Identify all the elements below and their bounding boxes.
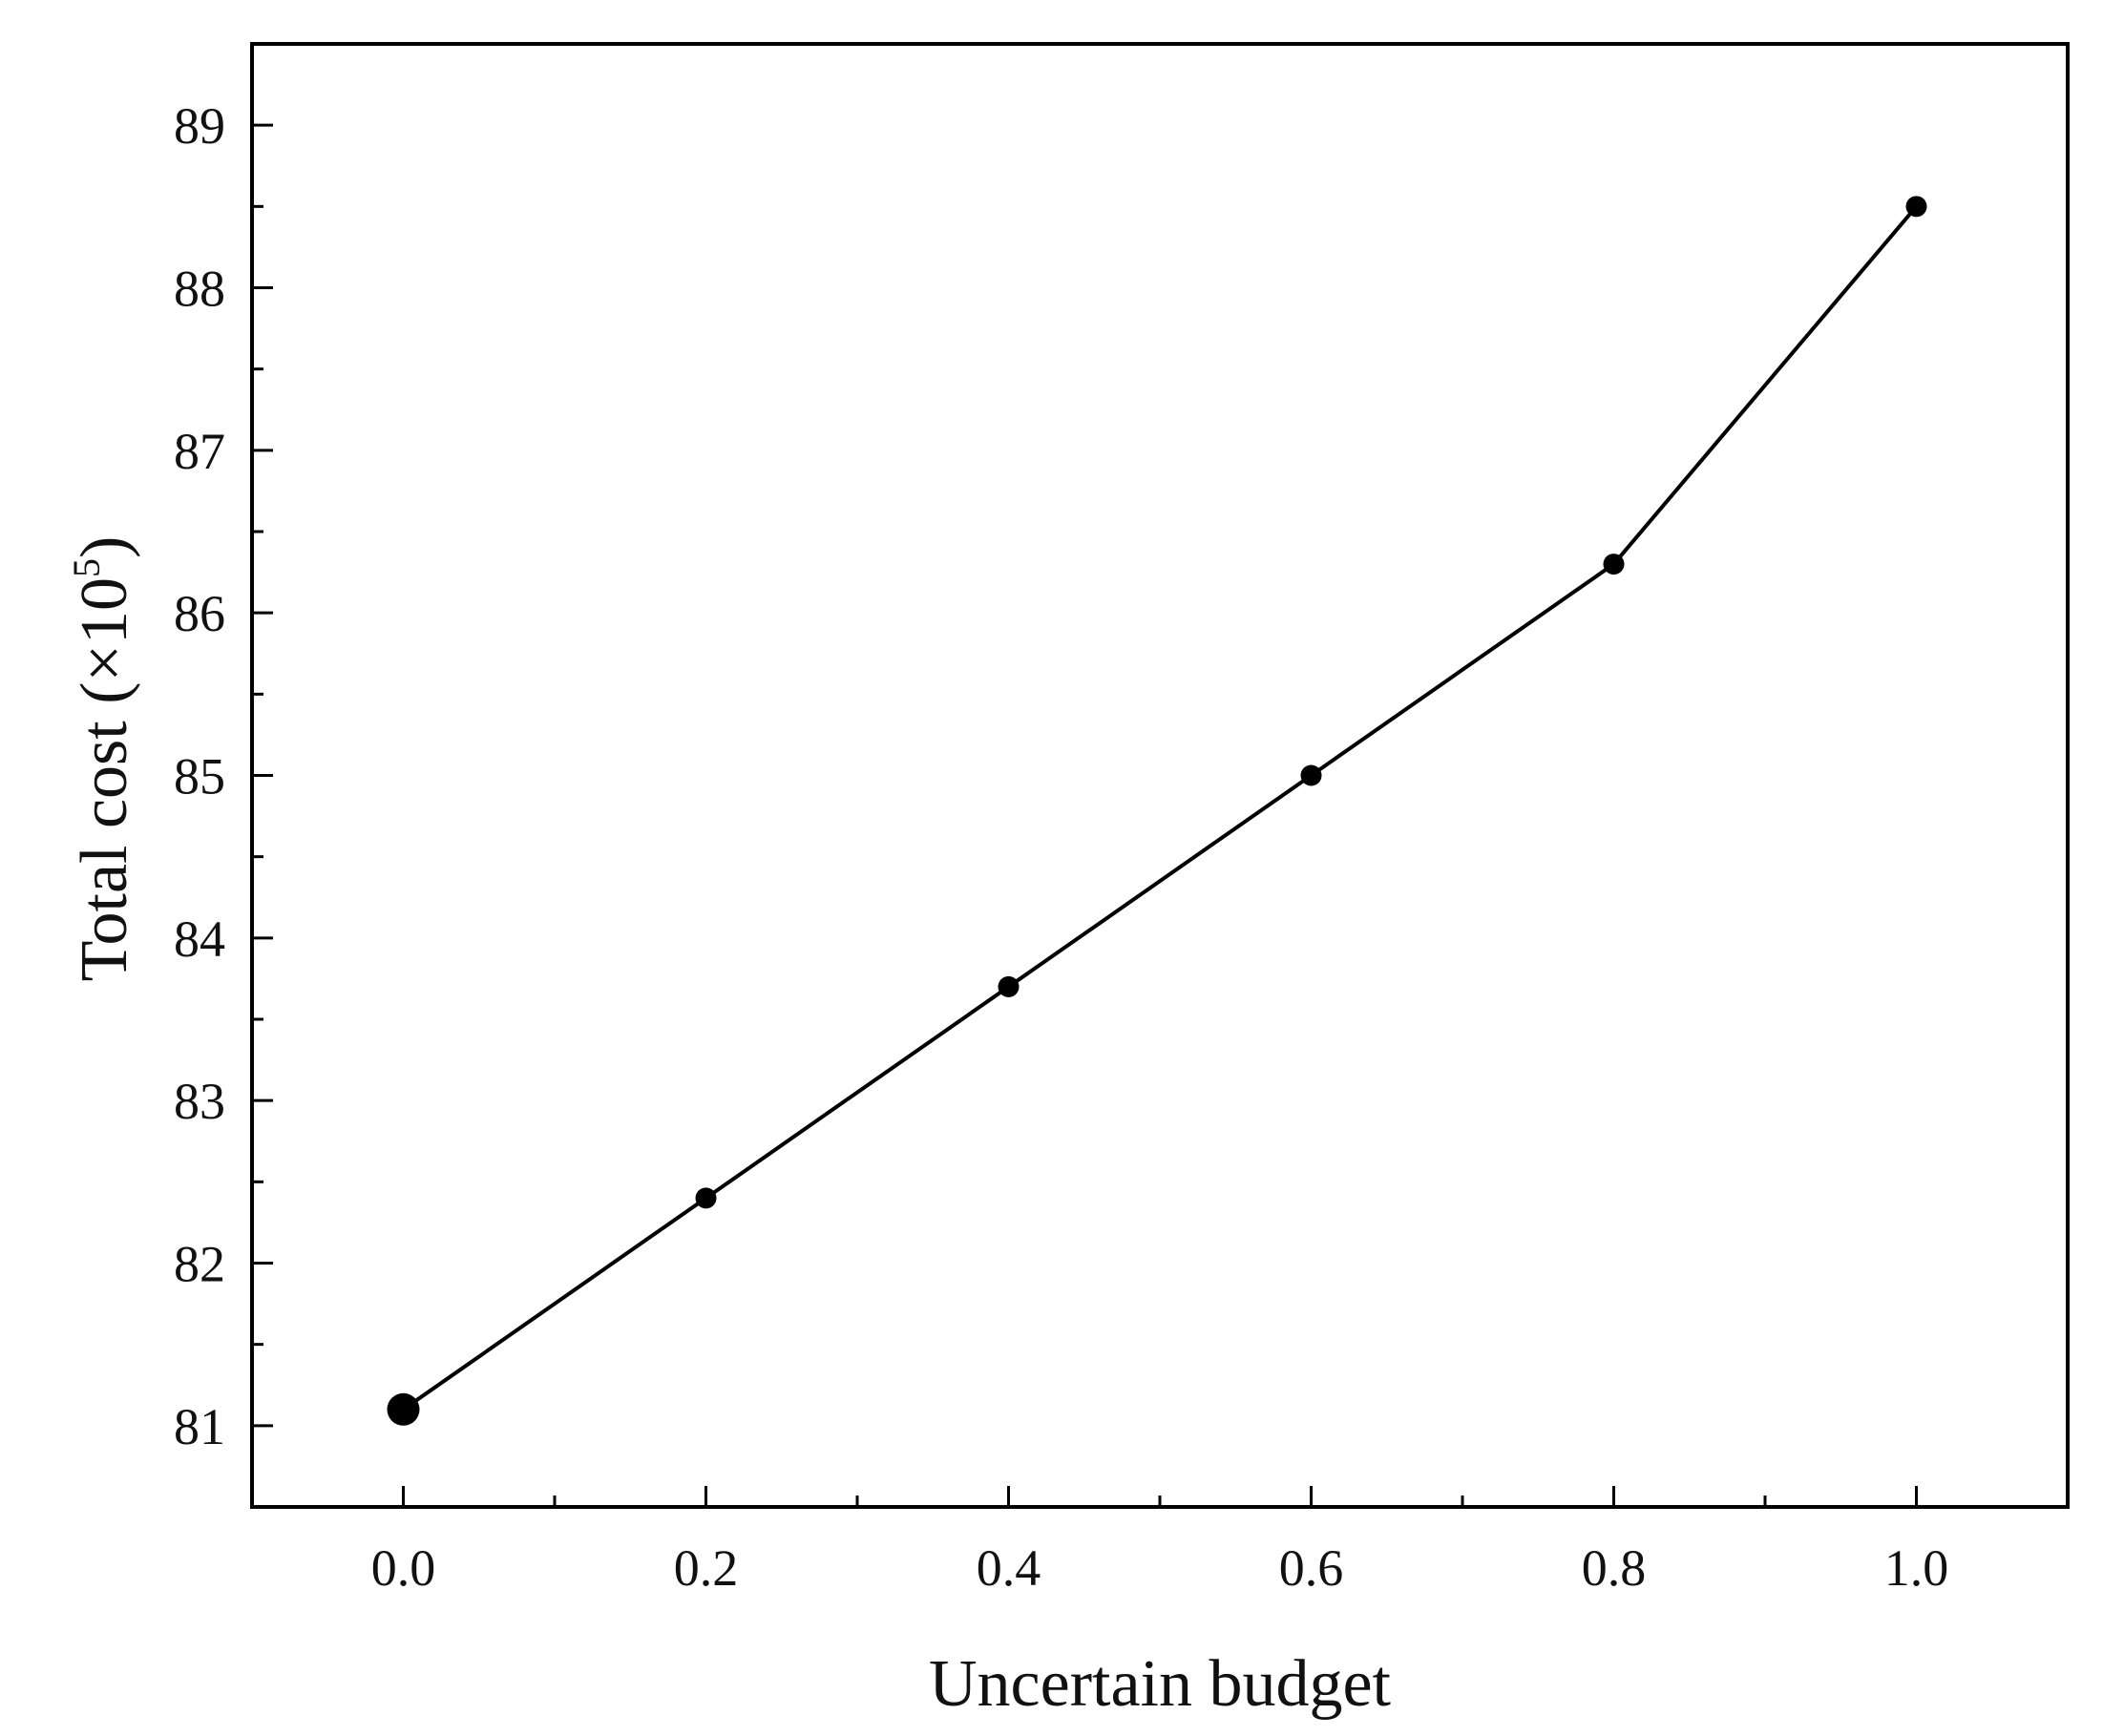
plot-frame xyxy=(250,42,2070,1509)
data-point xyxy=(695,1187,717,1209)
x-tick-label: 0.0 xyxy=(371,1539,436,1597)
x-tick-label: 0.2 xyxy=(674,1539,739,1597)
y-axis-label-prefix: Total cost (×10 xyxy=(68,577,141,981)
data-point xyxy=(1603,554,1625,575)
y-tick-label: 87 xyxy=(174,423,225,480)
y-axis-label: Total cost (×105) xyxy=(65,536,141,982)
y-tick-label: 86 xyxy=(174,585,225,642)
series-layer xyxy=(387,196,1927,1426)
major-ticks xyxy=(252,123,1918,1507)
y-tick-label: 85 xyxy=(174,748,225,805)
y-axis-label-exponent: 5 xyxy=(65,558,108,577)
tick-labels: 0.0 0.2 0.4 0.6 0.8 1.0 81 82 83 84 85 86 87 88 89 xyxy=(174,97,1948,1597)
y-tick-label: 81 xyxy=(174,1398,225,1455)
x-tick-label: 0.8 xyxy=(1582,1539,1647,1597)
data-point xyxy=(387,1392,420,1426)
y-tick-label: 88 xyxy=(174,261,225,318)
y-tick-label: 84 xyxy=(174,910,225,968)
y-axis-label-suffix: ) xyxy=(68,536,141,558)
series-line xyxy=(402,205,1919,1412)
data-point xyxy=(998,975,1020,997)
x-tick-label: 1.0 xyxy=(1884,1539,1949,1597)
x-tick-label: 0.4 xyxy=(977,1539,1041,1597)
x-tick-label: 0.6 xyxy=(1279,1539,1344,1597)
y-tick-label: 89 xyxy=(174,97,225,155)
x-axis-label: Uncertain budget xyxy=(929,1647,1392,1721)
y-tick-label: 82 xyxy=(174,1236,225,1293)
data-point xyxy=(1905,196,1927,218)
data-point xyxy=(1300,764,1322,786)
minor-ticks xyxy=(252,204,1767,1507)
y-tick-label: 83 xyxy=(174,1073,225,1130)
